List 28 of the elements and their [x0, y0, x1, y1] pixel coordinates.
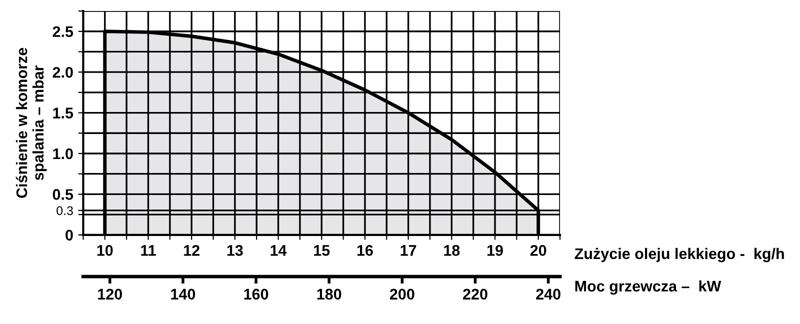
y-tick-label: 1.5 — [53, 108, 74, 118]
x-tick-label: 18 — [444, 245, 460, 256]
x-tick-label: 17 — [400, 245, 416, 256]
x2-tick-label: 180 — [317, 288, 342, 300]
x-tick-label: 12 — [184, 245, 200, 256]
x-tick-label: 20 — [530, 245, 546, 256]
y-tick-label: 0 — [66, 230, 73, 241]
x-tick-label: 15 — [314, 245, 330, 256]
y-tick-label: 0.3 — [56, 206, 73, 216]
x2-tick-label: 120 — [98, 288, 122, 300]
x-tick-label: 14 — [270, 245, 287, 256]
y-tick-label: 2.0 — [52, 66, 73, 78]
x2-tick-label: 140 — [171, 288, 196, 300]
x2-tick-label: 240 — [536, 288, 560, 300]
y-axis-title: Ciśnienie w komorze spalania – mbar — [16, 48, 47, 198]
x2-tick-label: 220 — [463, 288, 488, 300]
y-tick-label: 1.0 — [53, 148, 73, 160]
x-tick-label: 19 — [487, 245, 503, 256]
y-tick-label: 0.5 — [52, 189, 74, 200]
x-tick-label: 13 — [227, 245, 243, 256]
x-axis-title: Zużycie oleju lekkiego - kg/h — [574, 248, 784, 262]
x2-axis-title: Moc grzewcza – kW — [575, 280, 722, 295]
x-tick-label: 16 — [357, 245, 373, 256]
x-tick-label: 10 — [97, 245, 113, 256]
x2-tick-label: 160 — [244, 288, 268, 300]
y-tick-label: 2.5 — [52, 26, 74, 38]
x2-tick-label: 200 — [390, 288, 414, 300]
x-tick-label: 11 — [141, 245, 156, 256]
